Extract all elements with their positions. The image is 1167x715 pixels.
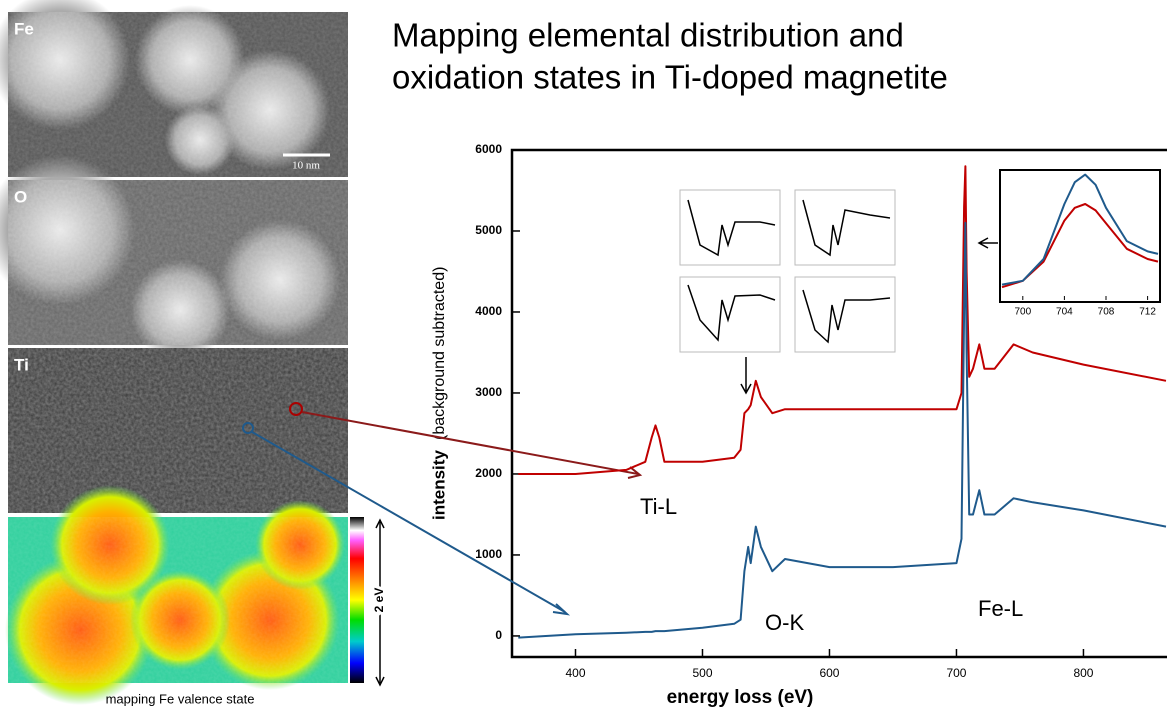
thumbnail-spectra — [679, 189, 896, 353]
map-label: Ti — [14, 355, 29, 374]
map-label: O — [14, 187, 27, 206]
x-tick-label: 400 — [565, 666, 585, 680]
ti-map — [8, 348, 348, 513]
x-axis-label: energy loss (eV) — [667, 687, 814, 708]
y-tick-label: 0 — [495, 628, 502, 642]
x-tick-label: 600 — [819, 666, 839, 680]
inset-frame — [999, 169, 1161, 303]
o-map — [0, 155, 348, 360]
y-tick-label: 6000 — [475, 142, 502, 156]
spectrum-line — [518, 165, 1167, 475]
arrows — [251, 237, 998, 616]
inset-x-tick-label: 700 — [1014, 307, 1031, 318]
x-tick-label: 800 — [1073, 666, 1093, 680]
map-label: Fe — [14, 19, 34, 38]
fe-map — [0, 0, 348, 177]
y-tick-label: 4000 — [475, 304, 502, 318]
y-axis-label-note: (background subtracted) — [431, 267, 448, 440]
scale-bar-label: 10 nm — [292, 160, 320, 172]
y-axis-label-main: intensity — [429, 450, 448, 520]
inset-x-tick-label: 712 — [1139, 307, 1156, 318]
x-tick-label: 700 — [946, 666, 966, 680]
annotation: Fe-L — [978, 596, 1023, 621]
y-tick-label: 3000 — [475, 385, 502, 399]
x-tick-label: 500 — [692, 666, 712, 680]
annotation: O-K — [765, 610, 804, 635]
inset-x-tick-label: 704 — [1056, 307, 1073, 318]
plot-frame — [510, 148, 1167, 659]
annotation: Ti-L — [640, 494, 677, 519]
title: Mapping elemental distribution and — [392, 17, 904, 54]
colorbar-label: 2 eV — [372, 588, 386, 613]
inset-line — [1001, 203, 1159, 289]
inset-x-tick-label: 708 — [1098, 307, 1115, 318]
title: oxidation states in Ti-doped magnetite — [392, 59, 948, 96]
valence-map — [5, 485, 385, 705]
y-tick-label: 2000 — [475, 466, 502, 480]
map-caption: mapping Fe valence state — [106, 691, 255, 706]
y-tick-label: 1000 — [475, 547, 502, 561]
inset-line — [1001, 173, 1159, 286]
spectrum-line — [518, 221, 1167, 639]
y-tick-label: 5000 — [475, 223, 502, 237]
y-axis-label: intensity (background subtracted) — [429, 267, 448, 520]
